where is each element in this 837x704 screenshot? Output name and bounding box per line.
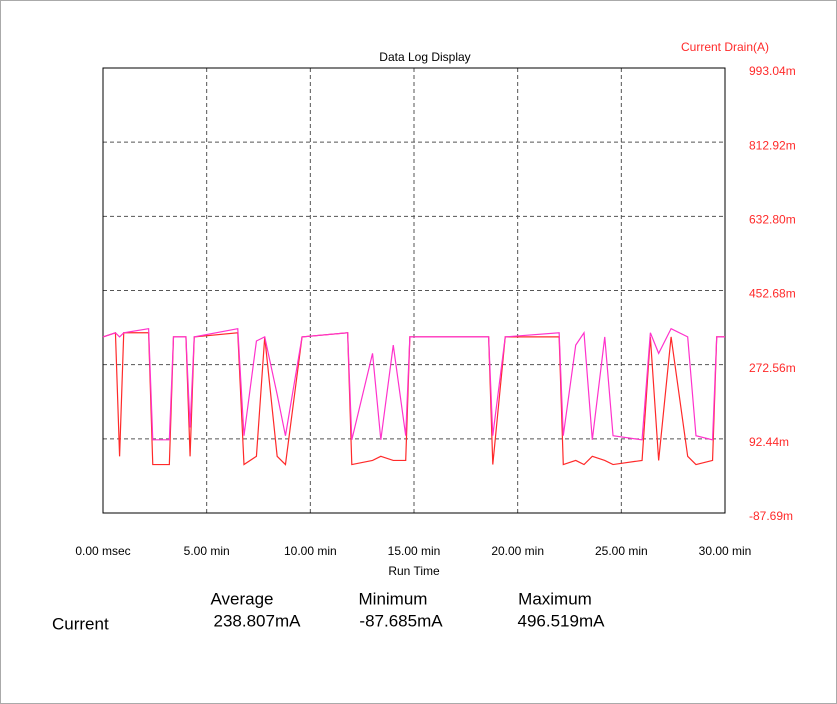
- x-tick-label: 0.00 msec: [75, 544, 130, 558]
- x-axis-label: Run Time: [388, 564, 440, 578]
- chart-title: Data Log Display: [379, 50, 470, 64]
- stat-row-label: Current: [52, 614, 109, 633]
- stat-header: Minimum: [359, 589, 428, 608]
- y-tick-label: 452.68m: [749, 287, 796, 301]
- stat-value: 238.807mA: [214, 611, 302, 630]
- y-tick-label: 92.44m: [749, 435, 789, 449]
- x-tick-label: 20.00 min: [491, 544, 544, 558]
- x-tick-label: 30.00 min: [699, 544, 752, 558]
- y-tick-label: 272.56m: [749, 361, 796, 375]
- stat-header: Average: [210, 589, 273, 608]
- x-tick-label: 10.00 min: [284, 544, 337, 558]
- data-line: [102, 327, 725, 441]
- y-tick-label: -87.69m: [749, 509, 793, 523]
- x-tick-label: 15.00 min: [388, 544, 441, 558]
- x-tick-label: 25.00 min: [595, 544, 648, 558]
- y-tick-label: 632.80m: [749, 213, 796, 227]
- y-tick-label: 993.04m: [749, 64, 796, 78]
- plot-area: [102, 67, 726, 514]
- stat-header: Maximum: [518, 589, 592, 608]
- y-tick-label: 812.92m: [749, 138, 796, 152]
- stat-value: -87.685mA: [359, 611, 443, 630]
- y-axis-label: Current Drain(A): [681, 40, 769, 54]
- x-tick-label: 5.00 min: [184, 544, 230, 558]
- stat-value: 496.519mA: [518, 611, 606, 630]
